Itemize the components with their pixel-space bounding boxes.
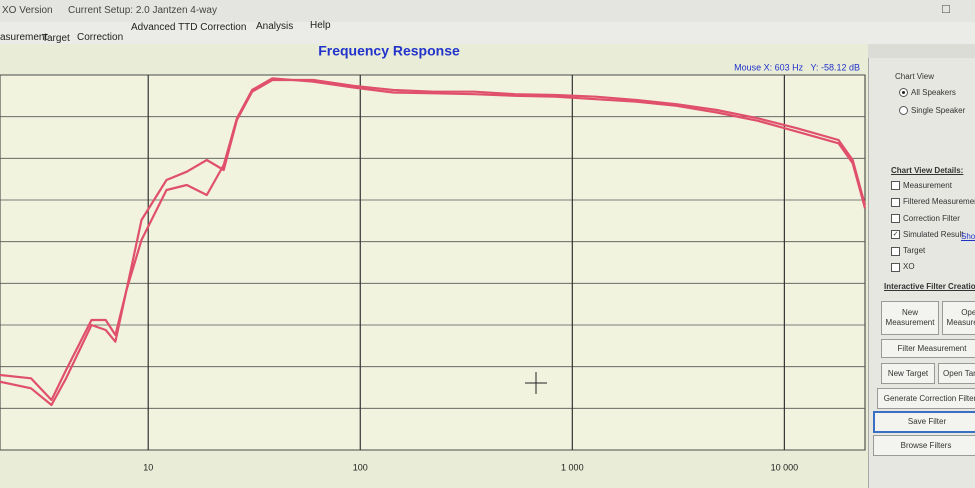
menu-item[interactable]: Advanced TTD Correction <box>131 22 247 33</box>
menu-item[interactable]: asurement <box>0 32 48 43</box>
checkbox-label: Measurement <box>903 181 952 190</box>
mouse-readout: Mouse X: 603 Hz Y: -58.12 dB <box>734 62 860 72</box>
section-label: Interactive Filter Creation: <box>884 282 975 291</box>
x-tick-label: 100 <box>353 462 368 472</box>
title-bar: XO Version Current Setup: 2.0 Jantzen 4-… <box>0 0 975 22</box>
cursor <box>525 372 547 394</box>
checkbox-option[interactable]: Target <box>891 246 975 262</box>
button[interactable]: Save Filter <box>873 411 975 433</box>
button[interactable]: Generate Correction Filter <box>877 388 975 409</box>
chart-title: Frequency Response <box>318 44 460 59</box>
radio-label: Single Speaker <box>911 106 966 115</box>
checkbox-label: Target <box>903 246 926 256</box>
plot-area <box>0 74 866 451</box>
radio-label: All Speakers <box>911 88 956 97</box>
menu-item[interactable]: Help <box>310 20 331 31</box>
checkbox-option[interactable]: Filtered Measurement <box>891 197 975 213</box>
menu-item[interactable]: Analysis <box>256 21 294 32</box>
button[interactable]: New Measurement <box>881 301 939 335</box>
series-line <box>0 77 867 407</box>
checkbox[interactable] <box>891 197 900 207</box>
checkbox[interactable] <box>891 262 900 272</box>
checkbox-option[interactable]: XO <box>891 262 975 278</box>
checkbox[interactable]: ✓ <box>891 230 900 240</box>
checkbox-option[interactable]: Measurement <box>891 181 975 197</box>
button[interactable]: New Target <box>881 363 935 384</box>
side-panel: Chart View All Speakers Single Speaker Ch… <box>868 58 975 488</box>
x-tick-label: 10 <box>143 462 153 472</box>
checkbox-option[interactable]: Correction Filter <box>891 214 975 230</box>
radio-option[interactable]: Single Speaker <box>899 106 965 124</box>
button[interactable]: Open Target <box>938 363 975 384</box>
current-setup: Current Setup: 2.0 Jantzen 4-way <box>68 5 217 16</box>
menu-bar: asurement Target Correction Advanced TTD… <box>0 20 975 44</box>
menu-item[interactable]: Target <box>42 33 70 44</box>
view-options: All Speakers Single Speaker <box>899 88 965 124</box>
button[interactable]: Filter Measurement <box>881 339 975 358</box>
link[interactable]: Show <box>961 232 975 241</box>
app-version: XO Version <box>2 5 53 16</box>
button[interactable]: Browse Filters <box>873 435 975 456</box>
window-control[interactable]: □ <box>942 1 950 16</box>
checkbox-label: Correction Filter <box>903 213 960 223</box>
checkbox[interactable] <box>891 246 900 256</box>
checkbox[interactable] <box>891 181 900 191</box>
checkbox-label: XO <box>903 262 915 272</box>
checkbox-option[interactable]: ✓ Simulated Result <box>891 230 975 246</box>
button[interactable]: Open Measurement <box>942 301 975 335</box>
x-tick-label: 1 000 <box>561 462 584 472</box>
radio-button[interactable] <box>899 88 908 98</box>
radio-button[interactable] <box>899 106 908 116</box>
radio-option[interactable]: All Speakers <box>899 88 965 106</box>
checkbox-label: Filtered Measurement <box>903 197 975 207</box>
menu-item[interactable]: Correction <box>77 32 124 43</box>
detail-options: Measurement Filtered Measurement Correctio… <box>891 181 975 279</box>
checkbox[interactable] <box>891 213 900 223</box>
section-label: Chart View Details: <box>891 166 964 175</box>
chart: Frequency Response Mouse X: 603 Hz Y: -5… <box>0 44 868 488</box>
x-tick-label: 10 000 <box>771 462 799 472</box>
checkbox-label: Simulated Result <box>903 229 964 239</box>
section-label: Chart View <box>895 72 934 81</box>
